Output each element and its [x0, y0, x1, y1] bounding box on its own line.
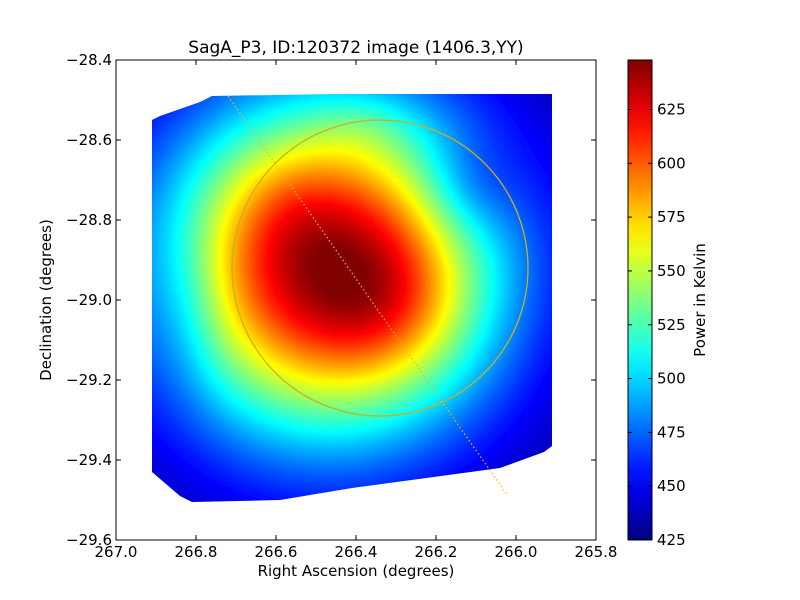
colorbar-tick-label: 625	[657, 101, 686, 119]
y-tick-label: −28.4	[66, 51, 112, 69]
y-tick-label: −29.0	[66, 291, 112, 309]
y-axis: −28.4 −28.6 −28.8 −29.0 −29.2 −29.4 −29.6	[66, 51, 596, 549]
overlays	[227, 95, 529, 497]
colorbar-label: Power in Kelvin	[691, 243, 709, 357]
colorbar: 425 450 475 500 525 550 575 600 625	[627, 59, 686, 549]
x-axis-label: Right Ascension (degrees)	[258, 562, 455, 580]
overlay-dotted-line	[227, 95, 509, 497]
y-tick-label: −28.6	[66, 131, 112, 149]
y-tick-label: −28.8	[66, 211, 112, 229]
colorbar-gradient	[628, 60, 652, 540]
y-axis-label: Declination (degrees)	[37, 219, 55, 381]
colorbar-ticks: 425 450 475 500 525 550 575 600 625	[628, 101, 686, 549]
colorbar-tick-label: 425	[657, 531, 686, 549]
y-tick-label: −29.6	[66, 531, 112, 549]
colorbar-tick-label: 500	[657, 370, 686, 388]
colorbar-tick-label: 525	[657, 316, 686, 334]
x-tick-label: 266.8	[175, 543, 218, 561]
x-tick-label: 265.8	[575, 543, 618, 561]
overlay-circle	[231, 119, 529, 417]
y-tick-label: −29.4	[66, 451, 112, 469]
x-axis: 267.0 266.8 266.6 266.4 266.2 266.0 265.8	[95, 60, 618, 561]
colorbar-tick-label: 600	[657, 154, 686, 172]
x-tick-label: 266.6	[255, 543, 298, 561]
x-tick-label: 266.0	[495, 543, 538, 561]
colorbar-tick-label: 550	[657, 262, 686, 280]
x-tick-label: 267.0	[95, 543, 138, 561]
colorbar-tick-label: 575	[657, 208, 686, 226]
x-tick-label: 266.2	[415, 543, 458, 561]
x-tick-label: 266.4	[335, 543, 378, 561]
chart-title: SagA_P3, ID:120372 image (1406.3,YY)	[188, 38, 523, 58]
y-tick-label: −29.2	[66, 371, 112, 389]
colorbar-tick-label: 475	[657, 423, 686, 441]
colorbar-frame	[627, 59, 653, 541]
heatmap-image	[152, 94, 552, 502]
heatmap	[152, 94, 552, 502]
colorbar-tick-label: 450	[657, 477, 686, 495]
